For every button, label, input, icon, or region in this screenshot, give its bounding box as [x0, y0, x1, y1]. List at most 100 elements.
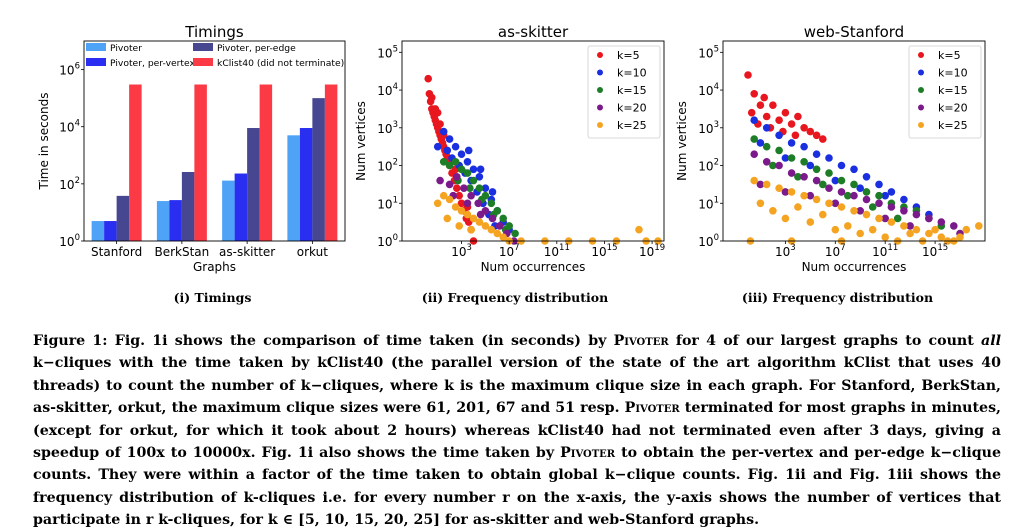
- data-point: [445, 135, 454, 143]
- data-point: [781, 188, 790, 196]
- legend-marker: [918, 104, 924, 111]
- data-point: [862, 173, 871, 181]
- data-point: [756, 101, 765, 109]
- data-point: [457, 165, 466, 174]
- data-point: [850, 207, 858, 215]
- data-point: [794, 112, 802, 121]
- data-point: [466, 184, 474, 192]
- legend-swatch: [86, 43, 106, 51]
- data-point: [762, 142, 771, 151]
- data-point: [475, 184, 484, 192]
- data-point: [760, 93, 768, 102]
- data-point: [775, 131, 783, 140]
- y-tick-label: 104: [377, 82, 398, 98]
- chart-title: Timings: [184, 23, 244, 41]
- legend-box: [587, 45, 661, 139]
- data-point: [756, 180, 765, 189]
- legend-label: k=20: [938, 102, 968, 115]
- caption-pivoter: Pivoter: [560, 445, 616, 462]
- legend-marker: [918, 69, 924, 76]
- data-point: [467, 191, 475, 200]
- data-point: [925, 229, 933, 238]
- legend-marker: [597, 104, 603, 111]
- data-point: [875, 191, 883, 200]
- legend-label: k=20: [617, 102, 647, 115]
- x-tick-label: orkut: [297, 245, 328, 259]
- subcaption-timings: (i) Timings: [173, 290, 252, 305]
- data-point: [825, 184, 833, 192]
- legend-marker: [918, 122, 924, 128]
- data-point: [893, 214, 902, 223]
- data-point: [825, 154, 833, 162]
- x-axis-label: Num occurrences: [802, 260, 907, 274]
- web-stanford-scatter: web-Stanford 103 107 1011 1015 100 101 102 103 10…: [675, 23, 986, 274]
- data-point: [837, 176, 846, 185]
- subcaption-web-stanford: (iii) Frequency distribution: [741, 290, 934, 305]
- data-point: [868, 203, 877, 211]
- data-point: [750, 90, 758, 98]
- y-axis-label: Num vertices: [675, 101, 689, 181]
- data-point: [812, 150, 821, 158]
- data-point: [812, 165, 821, 174]
- legend-label: k=10: [938, 67, 968, 80]
- data-point: [756, 139, 765, 147]
- data-point: [819, 180, 827, 189]
- data-point: [875, 214, 883, 223]
- data-point: [887, 218, 896, 226]
- data-point: [912, 225, 921, 234]
- caption-part: for 4 of our largest graphs to count: [668, 333, 982, 349]
- x-tick-label: as-skitter: [219, 245, 275, 259]
- data-point: [850, 165, 858, 174]
- legend-label: Pivoter, per-edge: [217, 43, 296, 54]
- x-tick-label: BerkStan: [154, 245, 209, 259]
- data-point: [837, 161, 846, 170]
- data-point: [475, 173, 484, 181]
- y-axis-label: Num vertices: [354, 101, 368, 181]
- data-point: [487, 225, 496, 234]
- data-point: [825, 169, 833, 177]
- data-point: [800, 173, 808, 181]
- legend-swatch: [193, 58, 213, 66]
- bar: [234, 173, 248, 241]
- data-point: [487, 199, 496, 208]
- legend-label: k=25: [617, 119, 647, 132]
- data-point: [800, 124, 808, 132]
- x-tick-label: 1015: [591, 243, 617, 259]
- data-point: [787, 169, 796, 177]
- chart-title: web-Stanford: [804, 23, 904, 41]
- data-point: [476, 165, 485, 174]
- bar: [104, 221, 117, 241]
- data-point: [469, 176, 478, 185]
- data-point: [635, 225, 643, 234]
- y-tick-label: 100: [59, 233, 80, 249]
- legend-label: k=15: [617, 84, 647, 97]
- data-point: [439, 191, 448, 200]
- legend-box: [908, 45, 982, 139]
- figure-caption: Figure 1: Fig. 1i shows the comparison o…: [33, 330, 1001, 532]
- bar: [156, 201, 170, 241]
- data-point: [439, 158, 448, 166]
- data-point: [831, 199, 840, 208]
- data-point: [488, 188, 497, 196]
- legend-marker: [918, 52, 924, 58]
- y-tick-label: 103: [377, 120, 398, 136]
- data-point: [463, 158, 472, 166]
- y-tick-label: 100: [698, 233, 719, 249]
- data-point: [881, 233, 889, 241]
- legend-marker: [597, 69, 603, 76]
- x-tick-label: 103: [775, 243, 796, 259]
- data-point: [844, 191, 852, 200]
- data-point: [825, 199, 833, 208]
- data-point: [457, 150, 466, 158]
- data-point: [457, 199, 466, 208]
- data-point: [499, 233, 508, 241]
- data-point: [787, 188, 796, 196]
- data-point: [769, 161, 777, 170]
- data-point: [937, 233, 946, 241]
- data-point: [806, 161, 815, 170]
- legend-marker: [597, 122, 603, 128]
- bar: [116, 195, 130, 241]
- bar: [299, 128, 313, 241]
- legend-marker: [597, 52, 603, 58]
- data-point: [831, 225, 840, 234]
